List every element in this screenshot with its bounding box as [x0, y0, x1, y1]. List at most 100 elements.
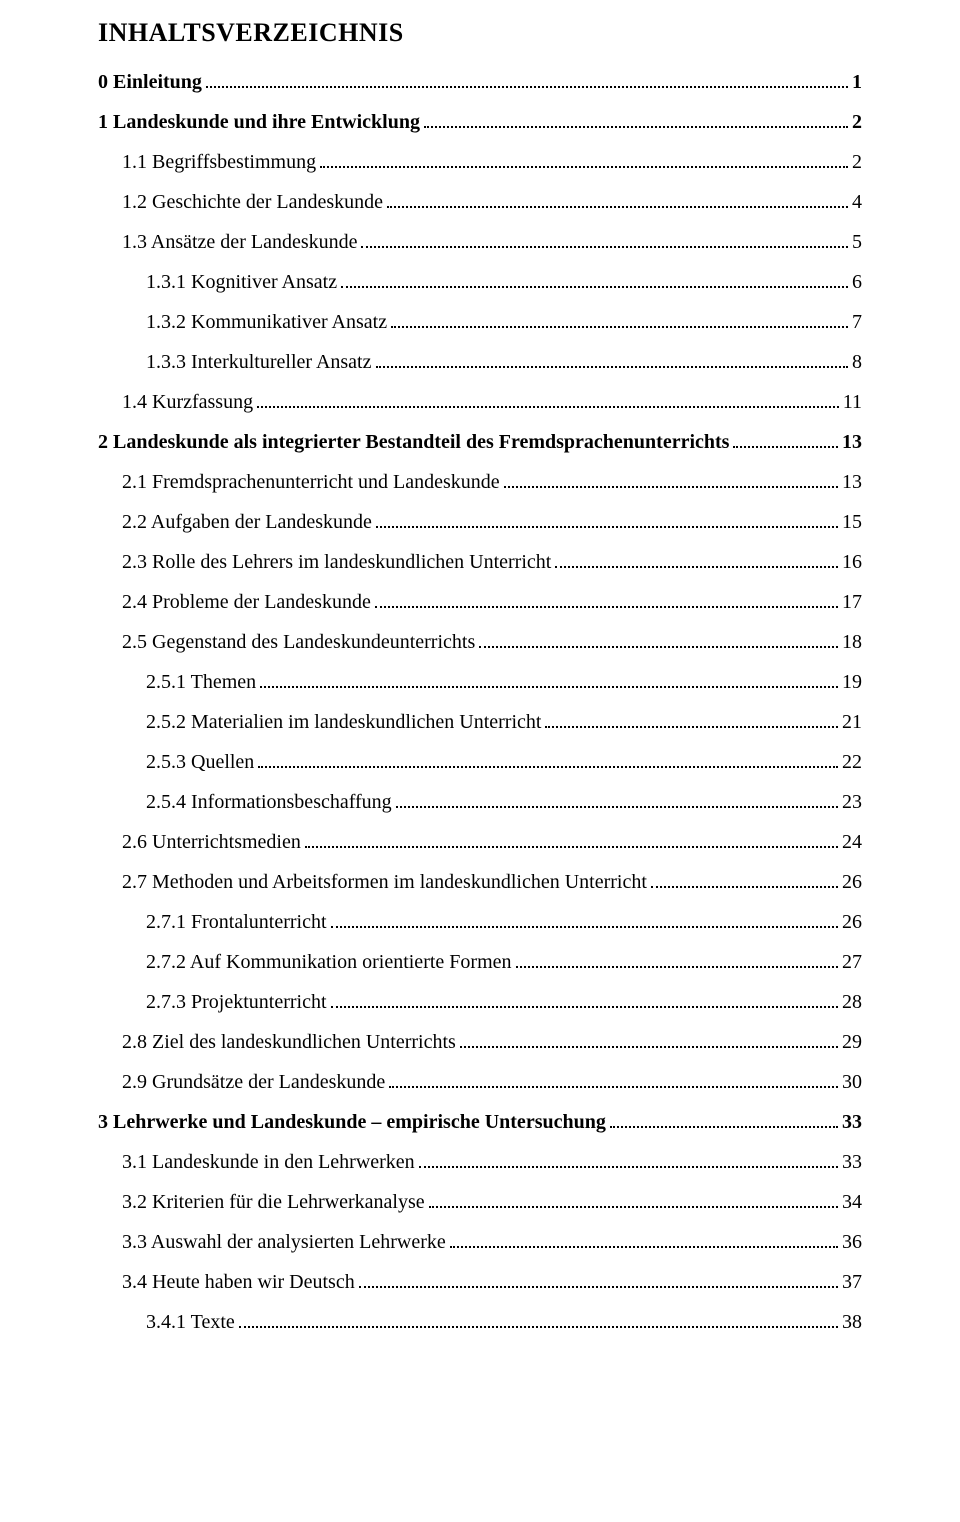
- toc-entry-page: 28: [842, 990, 862, 1014]
- toc-entry: 2.7.2 Auf Kommunikation orientierte Form…: [98, 950, 862, 974]
- toc-dot-leader: [450, 1246, 838, 1248]
- toc-entry: 3.4 Heute haben wir Deutsch 37: [98, 1270, 862, 1294]
- toc-entry-page: 17: [842, 590, 862, 614]
- toc-entry-label: 1.3 Ansätze der Landeskunde: [122, 230, 357, 254]
- toc-entry-page: 36: [842, 1230, 862, 1254]
- toc-entry-label: 2.9 Grundsätze der Landeskunde: [122, 1070, 385, 1094]
- toc-dot-leader: [331, 1006, 838, 1008]
- toc-dot-leader: [258, 766, 838, 768]
- document-title: INHALTSVERZEICHNIS: [98, 18, 862, 48]
- toc-entry-label: 2.5.4 Informationsbeschaffung: [146, 790, 392, 814]
- toc-entry-label: 2.5.2 Materialien im landeskundlichen Un…: [146, 710, 541, 734]
- toc-entry-page: 34: [842, 1190, 862, 1214]
- toc-entry: 1.3 Ansätze der Landeskunde 5: [98, 230, 862, 254]
- toc-entry-page: 30: [842, 1070, 862, 1094]
- toc-entry-page: 26: [842, 870, 862, 894]
- toc-dot-leader: [206, 86, 848, 88]
- toc-dot-leader: [460, 1046, 838, 1048]
- toc-entry-page: 4: [852, 190, 862, 214]
- toc-entry-page: 18: [842, 630, 862, 654]
- toc-entry-label: 2.2 Aufgaben der Landeskunde: [122, 510, 372, 534]
- toc-entry: 2.2 Aufgaben der Landeskunde 15: [98, 510, 862, 534]
- toc-entry-page: 13: [842, 470, 862, 494]
- toc-entry: 2.6 Unterrichtsmedien 24: [98, 830, 862, 854]
- toc-entry: 2.5 Gegenstand des Landeskundeunterricht…: [98, 630, 862, 654]
- toc-dot-leader: [260, 686, 838, 688]
- toc-dot-leader: [257, 406, 839, 408]
- toc-entry-page: 23: [842, 790, 862, 814]
- toc-entry: 1.3.2 Kommunikativer Ansatz 7: [98, 310, 862, 334]
- toc-entry-label: 2.7.3 Projektunterricht: [146, 990, 327, 1014]
- toc-entry-page: 21: [842, 710, 862, 734]
- toc-entry-label: 3 Lehrwerke und Landeskunde – empirische…: [98, 1110, 606, 1134]
- toc-entry-page: 15: [842, 510, 862, 534]
- toc-entry: 1.3.3 Interkultureller Ansatz 8: [98, 350, 862, 374]
- toc-entry: 2.7.1 Frontalunterricht 26: [98, 910, 862, 934]
- toc-entry-label: 2.3 Rolle des Lehrers im landeskundliche…: [122, 550, 551, 574]
- toc-entry-page: 8: [852, 350, 862, 374]
- toc-entry: 3 Lehrwerke und Landeskunde – empirische…: [98, 1110, 862, 1134]
- toc-entry: 2.9 Grundsätze der Landeskunde 30: [98, 1070, 862, 1094]
- toc-entry-page: 22: [842, 750, 862, 774]
- toc-entry: 3.1 Landeskunde in den Lehrwerken 33: [98, 1150, 862, 1174]
- toc-entry-page: 26: [842, 910, 862, 934]
- toc-entry-label: 3.1 Landeskunde in den Lehrwerken: [122, 1150, 415, 1174]
- toc-entry-label: 3.4.1 Texte: [146, 1310, 235, 1334]
- toc-entry: 2.5.4 Informationsbeschaffung 23: [98, 790, 862, 814]
- toc-entry-page: 24: [842, 830, 862, 854]
- toc-entry: 1.4 Kurzfassung 11: [98, 390, 862, 414]
- toc-entry-label: 0 Einleitung: [98, 70, 202, 94]
- toc-entry-label: 2.5.3 Quellen: [146, 750, 254, 774]
- toc-entry: 0 Einleitung 1: [98, 70, 862, 94]
- toc-dot-leader: [504, 486, 838, 488]
- toc-entry-label: 2.5.1 Themen: [146, 670, 256, 694]
- toc-entry-page: 16: [842, 550, 862, 574]
- toc-dot-leader: [610, 1126, 838, 1128]
- toc-entry: 1 Landeskunde und ihre Entwicklung 2: [98, 110, 862, 134]
- toc-entry-label: 2 Landeskunde als integrierter Bestandte…: [98, 430, 729, 454]
- toc-entry: 1.1 Begriffsbestimmung 2: [98, 150, 862, 174]
- toc-entry: 2.5.3 Quellen 22: [98, 750, 862, 774]
- toc-dot-leader: [331, 926, 838, 928]
- toc-entry-page: 27: [842, 950, 862, 974]
- toc-dot-leader: [341, 286, 848, 288]
- toc-entry-label: 1.2 Geschichte der Landeskunde: [122, 190, 383, 214]
- toc-entry-page: 29: [842, 1030, 862, 1054]
- toc-entry: 2.5.2 Materialien im landeskundlichen Un…: [98, 710, 862, 734]
- toc-dot-leader: [424, 126, 848, 128]
- toc-entry-label: 3.2 Kriterien für die Lehrwerkanalyse: [122, 1190, 425, 1214]
- toc-entry-label: 2.7 Methoden und Arbeitsformen im landes…: [122, 870, 647, 894]
- toc-entry: 3.3 Auswahl der analysierten Lehrwerke 3…: [98, 1230, 862, 1254]
- toc-dot-leader: [733, 446, 838, 448]
- toc-entry-page: 38: [842, 1310, 862, 1334]
- toc-dot-leader: [389, 1086, 838, 1088]
- toc-dot-leader: [429, 1206, 838, 1208]
- toc-entry-page: 7: [852, 310, 862, 334]
- toc-dot-leader: [651, 886, 838, 888]
- toc-entry: 2.5.1 Themen 19: [98, 670, 862, 694]
- toc-dot-leader: [361, 246, 848, 248]
- toc-dot-leader: [239, 1326, 838, 1328]
- toc-entry-page: 1: [852, 70, 862, 94]
- toc-entry-label: 2.5 Gegenstand des Landeskundeunterricht…: [122, 630, 475, 654]
- toc-dot-leader: [419, 1166, 838, 1168]
- toc-entry-label: 2.4 Probleme der Landeskunde: [122, 590, 371, 614]
- toc-dot-leader: [545, 726, 838, 728]
- toc-entry-page: 5: [852, 230, 862, 254]
- table-of-contents: 0 Einleitung 1 1 Landeskunde und ihre Ent…: [98, 70, 862, 1334]
- toc-entry: 2.1 Fremdsprachenunterricht und Landesku…: [98, 470, 862, 494]
- toc-entry: 2.4 Probleme der Landeskunde 17: [98, 590, 862, 614]
- toc-entry: 1.3.1 Kognitiver Ansatz 6: [98, 270, 862, 294]
- toc-entry-page: 2: [852, 150, 862, 174]
- toc-entry-page: 2: [852, 110, 862, 134]
- toc-entry: 3.2 Kriterien für die Lehrwerkanalyse 34: [98, 1190, 862, 1214]
- toc-dot-leader: [376, 526, 838, 528]
- toc-entry-label: 1.3.3 Interkultureller Ansatz: [146, 350, 372, 374]
- toc-entry: 2 Landeskunde als integrierter Bestandte…: [98, 430, 862, 454]
- toc-dot-leader: [396, 806, 838, 808]
- toc-dot-leader: [359, 1286, 838, 1288]
- toc-entry-label: 2.1 Fremdsprachenunterricht und Landesku…: [122, 470, 500, 494]
- toc-entry-page: 6: [852, 270, 862, 294]
- toc-dot-leader: [375, 606, 838, 608]
- toc-entry-label: 3.3 Auswahl der analysierten Lehrwerke: [122, 1230, 446, 1254]
